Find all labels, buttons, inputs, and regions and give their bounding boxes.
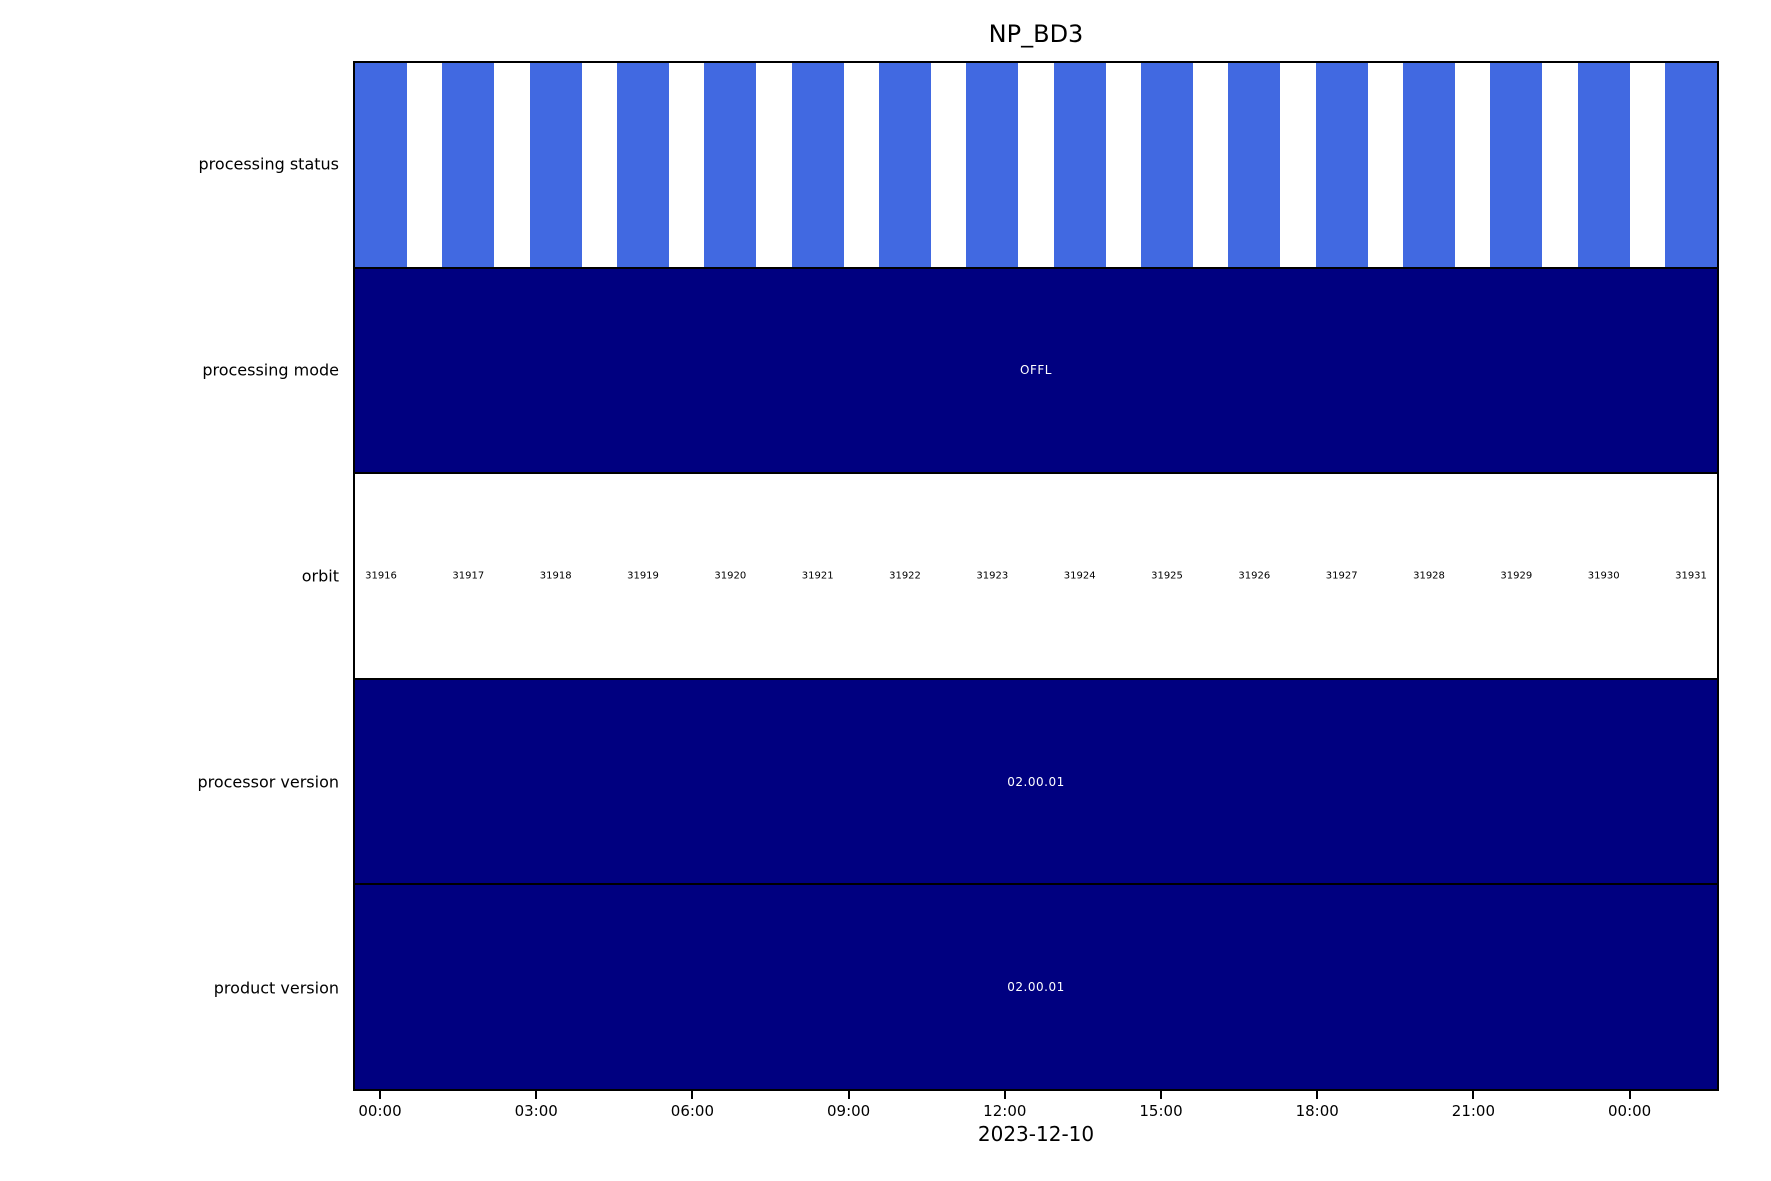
row-processing-mode: OFFL [355, 266, 1717, 473]
x-tick-mark [1472, 1091, 1475, 1099]
x-tick-label: 00:00 [1607, 1102, 1652, 1120]
y-axis-label-processing-status: processing status [198, 154, 339, 174]
row-product-version: 02.00.01 [355, 883, 1717, 1089]
row-processing-status [355, 63, 1717, 267]
status-bar [442, 63, 495, 267]
status-bar [1141, 63, 1193, 267]
orbit-number: 31921 [801, 570, 834, 582]
x-tick-mark [1160, 1091, 1162, 1099]
y-axis-label-product-version: product version [213, 978, 339, 998]
orbit-number: 31917 [452, 570, 485, 582]
x-tick-mark [379, 1091, 381, 1099]
orbit-number: 31925 [1151, 570, 1183, 582]
status-bar [879, 63, 931, 267]
orbit-number: 31930 [1587, 570, 1620, 582]
x-tick-label: 15:00 [1139, 1102, 1183, 1120]
status-bar [529, 63, 582, 267]
status-bar [791, 63, 844, 267]
y-axis-labels: processing status processing mode orbit … [0, 61, 345, 1091]
x-tick-label: 21:00 [1451, 1102, 1496, 1120]
orbit-number: 31928 [1413, 570, 1445, 582]
y-axis-label-orbit: orbit [301, 566, 339, 586]
x-tick-mark [847, 1091, 850, 1099]
status-bar [1315, 63, 1368, 267]
x-axis-date-label: 2023-12-10 [977, 1122, 1095, 1146]
orbit-number: 31927 [1325, 570, 1358, 582]
status-bar [355, 63, 407, 267]
processing-mode-value: OFFL [1020, 363, 1052, 378]
status-bar [1403, 63, 1455, 267]
product-version-value: 02.00.01 [1007, 980, 1065, 995]
status-bar [966, 63, 1019, 267]
orbit-number: 31918 [539, 570, 572, 582]
x-tick-label: 06:00 [670, 1102, 715, 1120]
x-tick-mark [691, 1091, 694, 1099]
orbit-number: 31931 [1675, 570, 1707, 582]
plot-area: OFFL 31916 31917 31918 31919 31920 31921 31922… [353, 61, 1719, 1091]
x-tick-label: 12:00 [983, 1102, 1027, 1120]
row-orbit: 31916 31917 31918 31919 31920 31921 31922 31923… [355, 472, 1717, 678]
row-processor-version: 02.00.01 [355, 677, 1717, 884]
processor-version-value: 02.00.01 [1007, 774, 1065, 789]
orbit-number: 31929 [1500, 570, 1533, 582]
x-tick-label: 03:00 [514, 1102, 558, 1120]
status-bar [617, 63, 669, 267]
x-tick-label: 18:00 [1295, 1102, 1339, 1120]
x-tick-label: 09:00 [826, 1102, 871, 1120]
chart-title: NP_BD3 [988, 20, 1084, 48]
status-bar [1053, 63, 1106, 267]
orbit-number: 31920 [714, 570, 747, 582]
x-axis: 00:00 03:00 06:00 09:00 12:00 15:00 18:00 21:00… [353, 1091, 1719, 1151]
x-tick-mark [1628, 1091, 1631, 1099]
y-axis-label-processor-version: processor version [197, 772, 339, 792]
status-bar [1490, 63, 1543, 267]
orbit-number: 31926 [1238, 570, 1271, 582]
orbit-number: 31919 [627, 570, 659, 582]
x-tick-mark [1316, 1091, 1319, 1099]
status-bar [1228, 63, 1281, 267]
x-tick-mark [535, 1091, 538, 1099]
status-bar [704, 63, 757, 267]
orbit-number: 31922 [889, 570, 921, 582]
status-bar [1665, 63, 1717, 267]
orbit-number: 31923 [976, 570, 1009, 582]
orbit-number: 31916 [365, 570, 397, 582]
orbit-number: 31924 [1063, 570, 1096, 582]
x-tick-label: 00:00 [358, 1102, 402, 1120]
y-axis-label-processing-mode: processing mode [202, 360, 339, 380]
x-tick-mark [1003, 1091, 1006, 1099]
status-bar [1577, 63, 1630, 267]
